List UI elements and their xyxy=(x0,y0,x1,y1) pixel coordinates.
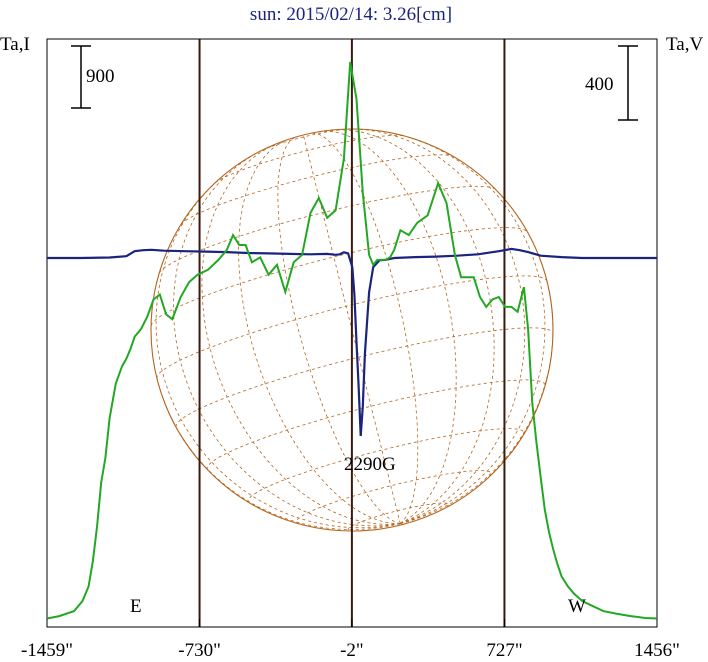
longitude-grid-line xyxy=(400,281,554,524)
scale-bar-left xyxy=(71,45,91,109)
longitude-grid-line xyxy=(156,378,401,531)
x-tick-label: 727" xyxy=(486,640,522,661)
longitude-grid-line xyxy=(201,143,401,525)
latitude-grid-line xyxy=(295,470,492,525)
limb-label-west: W xyxy=(568,596,586,617)
left-axis-label: Ta,I xyxy=(0,34,30,55)
latitude-grid-line xyxy=(347,502,450,532)
series-line-polarization xyxy=(47,247,657,437)
latitude-grid-line xyxy=(214,134,404,184)
longitude-grid-line xyxy=(318,130,457,524)
chart-title: sun: 2015/02/14: 3.26[cm] xyxy=(250,4,452,25)
longitude-grid-line xyxy=(348,128,526,524)
latitude-grid-line xyxy=(247,428,525,504)
longitude-grid-line xyxy=(238,139,401,524)
scale-bar-left-label: 900 xyxy=(86,66,115,87)
longitude-grid-line xyxy=(311,132,419,524)
x-axis-ticks: -1459" -730" -2" 727" 1456" xyxy=(21,619,680,661)
limb-marker-lines xyxy=(198,39,506,627)
latitude-grid-line xyxy=(260,128,349,152)
x-tick-label: -2" xyxy=(340,640,364,661)
latitude-grid-line xyxy=(180,154,454,225)
longitude-grid-line xyxy=(332,129,495,524)
right-axis-label: Ta,V xyxy=(666,34,703,55)
series-line-intensity xyxy=(46,61,658,620)
latitude-grid-line xyxy=(206,379,546,471)
field-annotation: 2290G xyxy=(344,454,396,475)
scale-bar-right-label: 400 xyxy=(585,74,614,95)
x-tick-label: -1459" xyxy=(21,640,73,661)
longitude-grid-line xyxy=(303,134,401,524)
limb-label-east: E xyxy=(130,596,142,617)
x-tick-label: 1456" xyxy=(634,640,680,661)
scale-bar-right xyxy=(618,45,638,121)
longitude-grid-line xyxy=(155,175,401,529)
x-tick-label: -730" xyxy=(178,640,221,661)
longitude-grid-line xyxy=(277,136,401,524)
longitude-grid-line xyxy=(393,133,546,524)
solar-disk-grid xyxy=(150,128,554,532)
